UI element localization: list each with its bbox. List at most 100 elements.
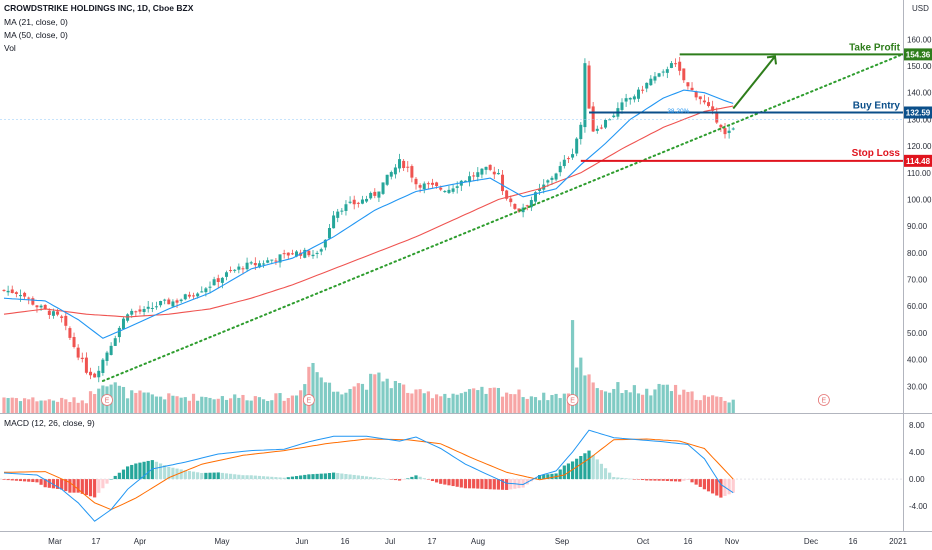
volume-bar[interactable] <box>513 394 517 413</box>
macd-histogram-bar[interactable] <box>84 479 88 496</box>
volume-bar[interactable] <box>84 403 88 413</box>
volume-bar[interactable] <box>443 393 447 413</box>
candle[interactable] <box>72 337 76 347</box>
volume-bar[interactable] <box>678 394 682 413</box>
macd-histogram-bar[interactable] <box>10 479 14 481</box>
macd-histogram-bar[interactable] <box>121 469 126 480</box>
macd-histogram-bar[interactable] <box>463 479 468 489</box>
macd-histogram-bar[interactable] <box>88 479 93 497</box>
volume-bar[interactable] <box>624 390 628 413</box>
volume-bar[interactable] <box>327 382 332 413</box>
volume-bar[interactable] <box>245 400 249 413</box>
macd-histogram-bar[interactable] <box>583 453 587 480</box>
macd-histogram-bar[interactable] <box>257 475 262 480</box>
volume-bar[interactable] <box>595 388 599 413</box>
macd-histogram-bar[interactable] <box>472 479 476 489</box>
volume-bar[interactable] <box>476 390 480 413</box>
support-trendline[interactable] <box>101 54 901 382</box>
volume-bar[interactable] <box>356 383 360 413</box>
macd-histogram-bar[interactable] <box>500 479 505 490</box>
candle[interactable] <box>237 266 241 270</box>
volume-bar[interactable] <box>665 384 669 413</box>
volume-bar[interactable] <box>711 395 715 413</box>
volume-bar[interactable] <box>6 398 10 413</box>
macd-histogram-bar[interactable] <box>6 479 10 481</box>
volume-bar[interactable] <box>459 393 463 413</box>
volume-bar[interactable] <box>690 391 694 413</box>
volume-bar[interactable] <box>97 388 101 413</box>
candle[interactable] <box>393 167 397 175</box>
candle[interactable] <box>97 370 101 378</box>
macd-histogram-bar[interactable] <box>641 479 645 481</box>
macd-histogram-bar[interactable] <box>319 473 323 480</box>
volume-bar[interactable] <box>422 393 426 413</box>
candle[interactable] <box>303 249 307 258</box>
macd-histogram-bar[interactable] <box>47 479 51 488</box>
candle[interactable] <box>270 259 274 261</box>
volume-bar[interactable] <box>175 396 179 413</box>
candle[interactable] <box>23 292 27 297</box>
volume-bar[interactable] <box>517 389 521 413</box>
candle[interactable] <box>266 260 270 263</box>
macd-histogram-bar[interactable] <box>480 479 484 489</box>
candle[interactable] <box>455 186 459 188</box>
volume-legend[interactable]: Vol <box>4 43 16 53</box>
candle[interactable] <box>183 294 187 300</box>
candle[interactable] <box>599 127 603 129</box>
volume-bar[interactable] <box>51 400 56 413</box>
macd-histogram-bar[interactable] <box>23 479 27 482</box>
candle[interactable] <box>31 298 35 305</box>
candle[interactable] <box>538 188 542 191</box>
macd-histogram-bar[interactable] <box>282 477 286 480</box>
macd-histogram-bar[interactable] <box>105 479 109 484</box>
macd-histogram-bar[interactable] <box>97 479 101 493</box>
candle[interactable] <box>150 307 154 309</box>
macd-histogram-bar[interactable] <box>575 458 579 480</box>
volume-bar[interactable] <box>467 389 472 413</box>
candle[interactable] <box>645 82 649 89</box>
volume-bar[interactable] <box>723 400 727 413</box>
macd-histogram-bar[interactable] <box>624 478 628 480</box>
macd-histogram-bar[interactable] <box>616 477 620 480</box>
macd-histogram-bar[interactable] <box>505 479 509 490</box>
candle[interactable] <box>398 159 402 169</box>
candle[interactable] <box>406 166 410 168</box>
macd-histogram-bar[interactable] <box>603 468 608 480</box>
volume-bar[interactable] <box>397 383 402 413</box>
candle[interactable] <box>327 228 331 239</box>
volume-bar[interactable] <box>171 395 175 413</box>
candle[interactable] <box>587 65 591 109</box>
candle[interactable] <box>35 305 39 308</box>
candle[interactable] <box>142 309 146 312</box>
candle[interactable] <box>488 164 492 170</box>
candle[interactable] <box>373 191 377 196</box>
macd-histogram-bar[interactable] <box>307 474 311 480</box>
volume-bar[interactable] <box>35 401 39 413</box>
candle[interactable] <box>439 187 443 190</box>
volume-bar[interactable] <box>200 396 204 413</box>
macd-histogram-bar[interactable] <box>496 479 500 490</box>
macd-histogram-bar[interactable] <box>686 479 690 480</box>
macd-histogram-bar[interactable] <box>142 461 146 480</box>
candle[interactable] <box>14 292 18 294</box>
macd-histogram-bar[interactable] <box>340 473 344 480</box>
macd-histogram-bar[interactable] <box>451 479 455 487</box>
candle[interactable] <box>233 269 237 271</box>
volume-bar[interactable] <box>278 393 282 413</box>
macd-histogram-bar[interactable] <box>673 479 678 482</box>
macd-histogram-bar[interactable] <box>51 479 56 489</box>
candle[interactable] <box>369 192 373 199</box>
macd-histogram-bar[interactable] <box>698 479 702 487</box>
volume-bar[interactable] <box>488 387 492 413</box>
volume-bar[interactable] <box>682 389 686 413</box>
volume-bar[interactable] <box>472 388 476 413</box>
macd-histogram-bar[interactable] <box>459 479 463 488</box>
volume-bar[interactable] <box>80 400 84 413</box>
candle[interactable] <box>311 254 315 257</box>
volume-bar[interactable] <box>715 396 719 413</box>
candle[interactable] <box>669 63 673 68</box>
candle[interactable] <box>661 71 665 73</box>
macd-histogram-bar[interactable] <box>360 475 365 480</box>
macd-histogram-bar[interactable] <box>196 472 200 480</box>
